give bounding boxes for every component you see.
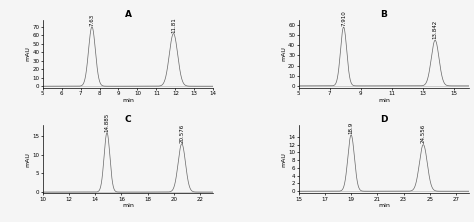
Text: 7.63: 7.63 [90, 14, 94, 26]
Text: 11.81: 11.81 [171, 17, 176, 33]
Y-axis label: mAU: mAU [26, 46, 31, 61]
Text: 18.9: 18.9 [348, 121, 354, 134]
Title: D: D [380, 115, 388, 125]
Text: 7.910: 7.910 [341, 10, 346, 26]
Y-axis label: mAU: mAU [26, 152, 31, 167]
Text: 13.842: 13.842 [433, 20, 438, 39]
Title: C: C [125, 115, 131, 125]
Y-axis label: mAU: mAU [282, 46, 287, 61]
Title: B: B [381, 10, 387, 19]
Text: 24.556: 24.556 [421, 124, 426, 143]
Title: A: A [125, 10, 131, 19]
Y-axis label: mAU: mAU [282, 152, 287, 167]
X-axis label: min: min [122, 98, 134, 103]
Text: 14.885: 14.885 [104, 112, 109, 132]
X-axis label: min: min [378, 203, 390, 208]
X-axis label: min: min [122, 203, 134, 208]
X-axis label: min: min [378, 98, 390, 103]
Text: 20.576: 20.576 [179, 123, 184, 143]
